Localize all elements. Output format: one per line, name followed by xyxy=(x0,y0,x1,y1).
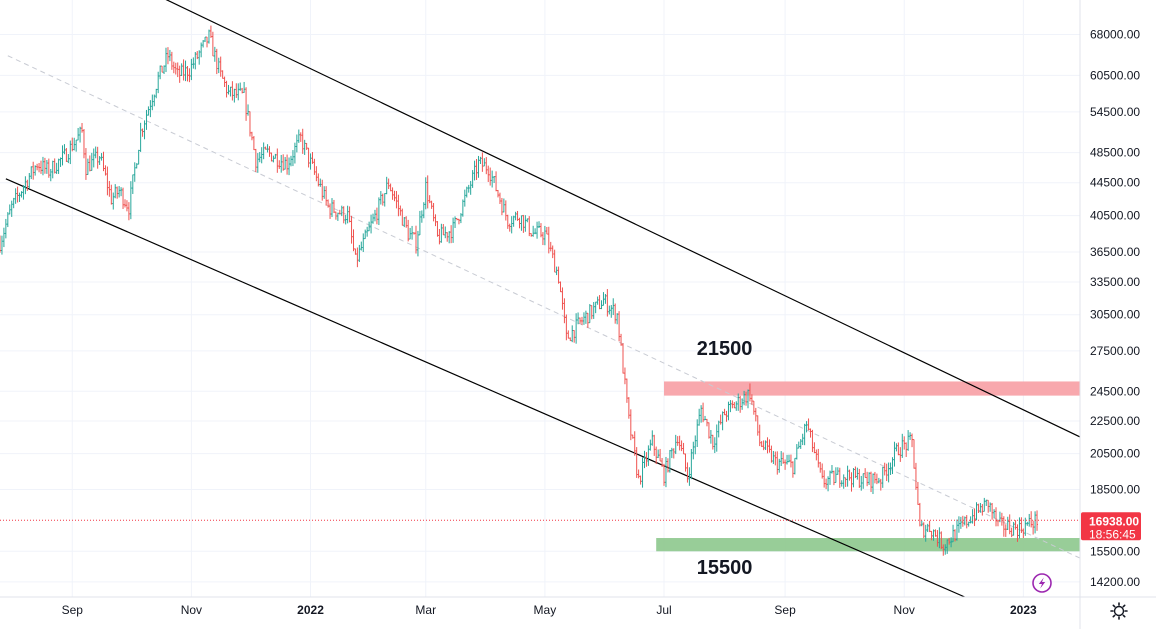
level-annotation: 21500 xyxy=(697,338,753,360)
level-annotation: 15500 xyxy=(697,557,753,579)
price-tick-label: 20500.00 xyxy=(1090,447,1140,461)
price-tick-label: 27500.00 xyxy=(1090,344,1140,358)
price-tick-label: 36500.00 xyxy=(1090,245,1140,259)
price-tick-label: 14200.00 xyxy=(1090,575,1140,589)
price-tick-label: 40500.00 xyxy=(1090,209,1140,223)
price-tick-label: 22500.00 xyxy=(1090,414,1140,428)
bar-countdown: 18:56:45 xyxy=(1089,527,1136,541)
time-tick-label: Nov xyxy=(181,603,202,617)
price-tick-label: 60500.00 xyxy=(1090,68,1140,82)
time-tick-label: Sep xyxy=(62,603,84,617)
time-tick-label: May xyxy=(534,603,557,617)
gear-icon[interactable] xyxy=(1110,602,1128,620)
price-tick-label: 44500.00 xyxy=(1090,176,1140,190)
time-tick-label: 2023 xyxy=(1010,603,1037,617)
last-price-badge xyxy=(1081,512,1141,541)
time-tick-label: Sep xyxy=(774,603,796,617)
price-tick-label: 18500.00 xyxy=(1090,482,1140,496)
candles xyxy=(0,25,1039,556)
zones xyxy=(656,381,1080,552)
price-tick-label: 24500.00 xyxy=(1090,384,1140,398)
channel-upper-line xyxy=(165,0,1081,438)
price-tick-label: 30500.00 xyxy=(1090,308,1140,322)
price-tick-label: 33500.00 xyxy=(1090,275,1140,289)
time-tick-label: Nov xyxy=(894,603,915,617)
plot-area[interactable] xyxy=(0,0,1080,597)
x-grid xyxy=(71,0,1024,597)
time-axis[interactable]: Sep Nov 2022 Mar May Jul Sep Nov 2023 xyxy=(62,603,1037,617)
price-tick-label: 54500.00 xyxy=(1090,105,1140,119)
annotations: 21500 15500 xyxy=(697,338,753,579)
resistance-zone xyxy=(664,381,1080,396)
price-tick-label: 68000.00 xyxy=(1090,28,1140,42)
time-tick-label: 2022 xyxy=(297,603,324,617)
price-axis[interactable]: 68000.00 60500.00 54500.00 48500.00 44500.00… xyxy=(1090,28,1140,589)
support-zone xyxy=(656,538,1080,552)
trendlines xyxy=(5,0,1081,598)
price-tick-label: 15500.00 xyxy=(1090,544,1140,558)
lightning-icon[interactable] xyxy=(1032,573,1052,593)
last-price-value: 16938.00 xyxy=(1089,514,1139,528)
time-tick-label: Jul xyxy=(656,603,671,617)
price-tick-label: 48500.00 xyxy=(1090,146,1140,160)
channel-lower-line xyxy=(5,178,966,598)
time-tick-label: Mar xyxy=(415,603,436,617)
